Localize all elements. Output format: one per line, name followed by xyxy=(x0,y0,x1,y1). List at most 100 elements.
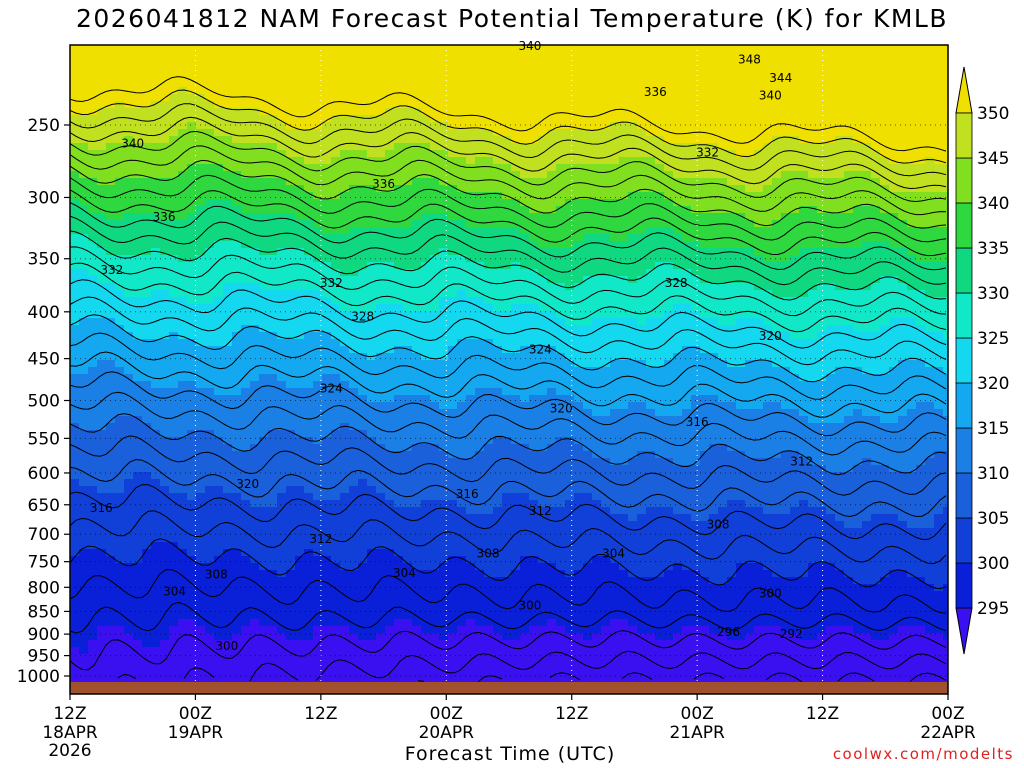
theta-cell xyxy=(331,94,341,102)
theta-cell xyxy=(151,423,161,431)
theta-cell xyxy=(142,423,152,431)
theta-cell xyxy=(358,402,368,410)
theta-cell xyxy=(196,101,206,109)
theta-cell xyxy=(475,514,485,522)
theta-cell xyxy=(232,423,242,431)
theta-cell xyxy=(196,290,206,298)
theta-cell xyxy=(331,360,341,368)
theta-cell xyxy=(304,381,314,389)
theta-cell xyxy=(502,451,512,459)
theta-cell xyxy=(304,255,314,263)
theta-cell xyxy=(403,52,413,60)
theta-cell xyxy=(124,479,134,487)
theta-cell xyxy=(115,66,125,74)
theta-cell xyxy=(556,556,566,564)
theta-cell xyxy=(70,500,80,508)
theta-cell xyxy=(133,395,143,403)
theta-cell xyxy=(286,521,296,529)
theta-cell xyxy=(439,346,449,354)
theta-cell xyxy=(394,185,404,193)
theta-cell xyxy=(439,409,449,417)
theta-cell xyxy=(349,108,359,116)
theta-cell xyxy=(394,143,404,151)
theta-cell xyxy=(403,339,413,347)
theta-cell xyxy=(385,465,395,473)
theta-cell xyxy=(124,549,134,557)
theta-cell xyxy=(475,528,485,536)
theta-cell xyxy=(475,73,485,81)
theta-cell xyxy=(214,444,224,452)
theta-cell xyxy=(259,66,269,74)
theta-cell xyxy=(151,80,161,88)
theta-cell xyxy=(520,647,530,655)
theta-cell xyxy=(187,395,197,403)
theta-cell xyxy=(196,458,206,466)
theta-cell xyxy=(223,52,233,60)
theta-cell xyxy=(250,444,260,452)
theta-cell xyxy=(106,311,116,319)
theta-cell xyxy=(187,332,197,340)
theta-cell xyxy=(214,556,224,564)
theta-cell xyxy=(115,248,125,256)
theta-cell xyxy=(277,493,287,501)
theta-cell xyxy=(205,507,215,515)
theta-cell xyxy=(340,493,350,501)
theta-cell xyxy=(475,465,485,473)
theta-cell xyxy=(115,493,125,501)
theta-cell xyxy=(529,213,539,221)
theta-cell xyxy=(412,521,422,529)
theta-cell xyxy=(79,66,89,74)
theta-cell xyxy=(70,507,80,515)
theta-cell xyxy=(142,66,152,74)
theta-cell xyxy=(106,500,116,508)
theta-cell xyxy=(115,423,125,431)
theta-cell xyxy=(475,115,485,123)
theta-cell xyxy=(322,465,332,473)
theta-cell xyxy=(412,430,422,438)
theta-cell xyxy=(133,164,143,172)
theta-cell xyxy=(70,514,80,522)
theta-cell xyxy=(358,640,368,648)
theta-cell xyxy=(493,577,503,585)
theta-cell xyxy=(493,269,503,277)
theta-cell xyxy=(385,444,395,452)
theta-cell xyxy=(322,479,332,487)
theta-cell xyxy=(214,416,224,424)
theta-cell xyxy=(340,521,350,529)
theta-cell xyxy=(232,626,242,634)
theta-cell xyxy=(70,87,80,95)
theta-cell xyxy=(133,416,143,424)
theta-cell xyxy=(79,129,89,137)
theta-cell xyxy=(466,507,476,515)
theta-cell xyxy=(421,178,431,186)
theta-cell xyxy=(286,430,296,438)
theta-cell xyxy=(106,675,116,682)
theta-cell xyxy=(178,633,188,641)
theta-cell xyxy=(349,507,359,515)
theta-cell xyxy=(547,171,557,179)
theta-cell xyxy=(421,227,431,235)
theta-cell xyxy=(484,591,494,599)
theta-cell xyxy=(430,514,440,522)
theta-cell xyxy=(547,633,557,641)
theta-cell xyxy=(475,395,485,403)
theta-cell xyxy=(394,325,404,333)
theta-cell xyxy=(358,472,368,480)
theta-cell xyxy=(70,367,80,375)
theta-cell xyxy=(286,276,296,284)
theta-cell xyxy=(304,269,314,277)
theta-cell xyxy=(394,73,404,81)
theta-cell xyxy=(304,276,314,284)
theta-cell xyxy=(556,409,566,417)
theta-cell xyxy=(178,409,188,417)
theta-cell xyxy=(502,542,512,550)
theta-cell xyxy=(178,605,188,613)
theta-cell xyxy=(556,367,566,375)
theta-cell xyxy=(331,451,341,459)
theta-cell xyxy=(115,486,125,494)
theta-cell xyxy=(331,605,341,613)
theta-cell xyxy=(430,94,440,102)
theta-cell xyxy=(133,640,143,648)
theta-cell xyxy=(385,80,395,88)
theta-cell xyxy=(133,353,143,361)
